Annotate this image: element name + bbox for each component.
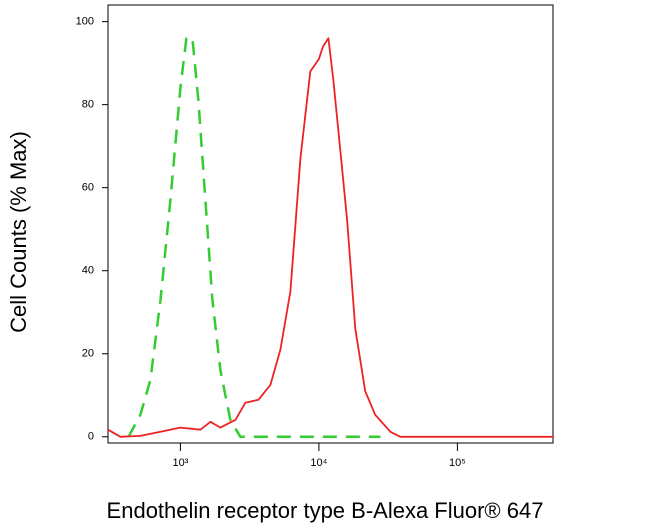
y-tick-label: 40	[82, 265, 94, 277]
x-axis-title: Endothelin receptor type B-Alexa Fluor® …	[107, 498, 544, 523]
series-line	[127, 36, 381, 439]
x-tick-label: 10⁵	[449, 457, 466, 469]
y-tick-label: 80	[82, 99, 94, 111]
y-tick-label: 60	[82, 182, 94, 194]
y-axis-title: Cell Counts (% Max)	[6, 131, 31, 333]
series-line	[107, 37, 553, 438]
plot-frame	[107, 4, 554, 444]
y-tick-label: 20	[82, 348, 94, 360]
x-tick-label: 10⁴	[310, 457, 327, 469]
y-tick-label: 0	[88, 431, 94, 443]
x-tick-label: 10³	[172, 457, 188, 469]
y-tick-label: 100	[76, 16, 94, 28]
